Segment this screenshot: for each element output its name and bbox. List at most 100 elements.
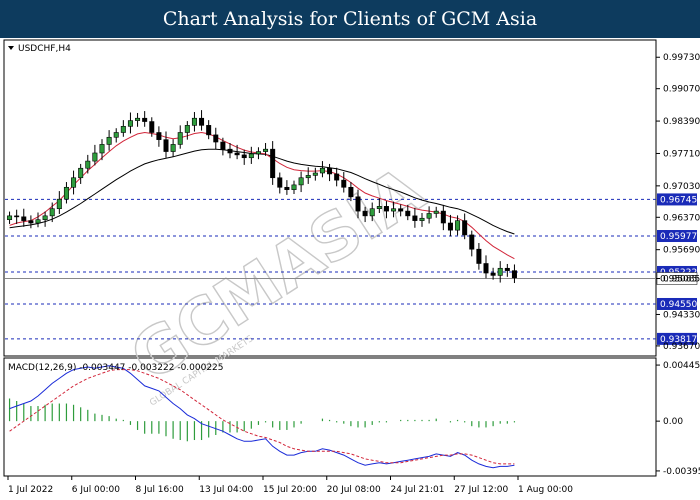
level-label-box: [657, 297, 697, 310]
candle-body: [277, 177, 283, 188]
candle-body: [419, 217, 425, 221]
candle-body: [35, 219, 41, 224]
candle-body: [227, 148, 233, 154]
price-tick-label: 0.98390: [663, 117, 700, 127]
candle-body: [355, 196, 361, 212]
candle-body: [327, 167, 333, 175]
candle-body: [191, 117, 197, 126]
ma-fast-line: [9, 131, 515, 260]
time-tick-label: 13 Jul 04:00: [199, 485, 253, 495]
candle-body: [334, 173, 340, 181]
candle-body: [241, 154, 247, 159]
macd-tick-label: 0.004456: [663, 361, 700, 371]
candle-body: [348, 186, 354, 198]
candle-body: [127, 120, 133, 127]
candle-body: [369, 208, 375, 217]
candle-body: [291, 184, 297, 190]
level-label: 0.96745: [660, 195, 697, 205]
candle-body: [92, 152, 98, 162]
candle-body: [163, 139, 169, 152]
candle-body: [305, 175, 311, 179]
level-label-box: [657, 332, 697, 345]
level-label-box: [657, 230, 697, 243]
level-label: 0.93817: [660, 335, 697, 345]
candle-body: [504, 267, 510, 271]
moving-averages: [9, 131, 515, 260]
time-tick-label: 20 Jul 08:00: [327, 485, 381, 495]
time-tick-label: 1 Aug 00:00: [518, 485, 573, 495]
candle-body: [42, 215, 48, 220]
candle-body: [284, 186, 290, 190]
candle-body: [341, 179, 347, 188]
candle-body: [56, 198, 62, 210]
candle-body: [426, 213, 432, 219]
candle-body: [220, 141, 226, 150]
candle-body: [405, 210, 411, 217]
candle-body: [156, 132, 162, 140]
price-axis: 0.99730 0.99070 0.98390 0.97710 0.97030 0.963…: [656, 53, 700, 352]
candle-body: [142, 117, 148, 122]
candle-body: [319, 167, 325, 174]
price-tick-label: 0.97710: [663, 149, 700, 159]
candle-body: [398, 208, 404, 212]
candle-body: [248, 153, 254, 159]
price-panel: [3, 39, 657, 357]
candle-body: [106, 136, 112, 145]
candle-body: [376, 206, 382, 210]
candle-body: [184, 125, 190, 133]
candlesticks: [7, 110, 517, 284]
macd-tick-label: -0.003956: [663, 467, 700, 477]
candle-body: [312, 172, 318, 176]
candle-body: [149, 121, 155, 133]
candle-body: [412, 215, 418, 221]
candle-body: [71, 177, 77, 188]
price-tick-label: 0.94330: [663, 310, 700, 320]
symbol-label: USDCHF,H4: [18, 44, 71, 54]
macd-tick-label: 0.00: [663, 417, 683, 427]
candle-body: [7, 215, 13, 220]
candle-body: [433, 210, 439, 214]
candle-body: [483, 263, 489, 274]
time-tick-label: 27 Jul 12:00: [454, 485, 508, 495]
candle-body: [462, 220, 468, 236]
candle-body: [206, 125, 212, 136]
candle-body: [298, 177, 304, 186]
support-resistance-levels: 0.967450.959770.952220.945500.938170.950…: [5, 193, 697, 345]
macd-signal-line: [9, 369, 515, 465]
candle-body: [234, 152, 240, 156]
candle-body: [85, 160, 91, 169]
candle-body: [469, 234, 475, 250]
time-tick-label: 1 Jul 2022: [8, 485, 53, 495]
candle-body: [99, 144, 105, 154]
candle-body: [63, 186, 69, 200]
macd-indicator: 0.004456 0.00 -0.003956: [8, 361, 700, 477]
candle-body: [135, 117, 141, 121]
time-tick-label: 24 Jul 21:01: [391, 485, 445, 495]
candle-body: [362, 210, 368, 217]
candle-body: [21, 216, 27, 221]
candle-body: [170, 144, 176, 152]
candle-body: [78, 167, 84, 179]
dropdown-triangle-icon[interactable]: [8, 46, 14, 50]
ma-slow-line: [9, 148, 515, 235]
candle-body: [490, 272, 496, 276]
candle-body: [199, 117, 205, 126]
candle-body: [383, 206, 389, 212]
candle-body: [511, 270, 517, 279]
candle-body: [213, 134, 219, 143]
time-axis: 1 Jul 2022 6 Jul 00:00 8 Jul 16:00 13 Jul 0…: [7, 476, 573, 495]
level-label: 0.94550: [660, 300, 697, 310]
price-tick-label: 0.99730: [663, 53, 700, 63]
candle-body: [120, 126, 126, 133]
candle-body: [447, 222, 453, 231]
chart-title-banner: Chart Analysis for Clients of GCM Asia: [0, 0, 700, 38]
candle-body: [49, 208, 55, 217]
time-tick-label: 8 Jul 16:00: [136, 485, 185, 495]
price-tick-label: 0.97030: [663, 182, 700, 192]
level-label-box: [657, 193, 697, 206]
current-price-label: 0.95085: [660, 275, 697, 285]
candle-body: [28, 220, 34, 224]
price-tick-label: 0.96370: [663, 213, 700, 223]
candle-body: [455, 220, 461, 231]
